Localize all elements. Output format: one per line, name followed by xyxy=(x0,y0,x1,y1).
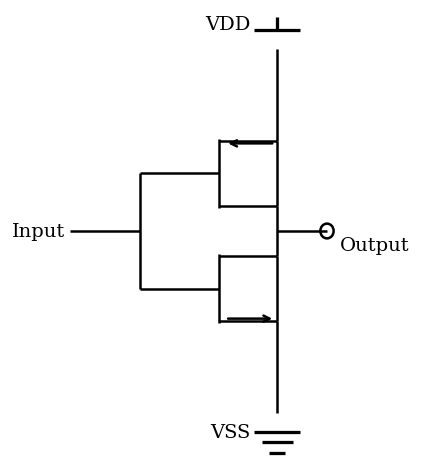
Text: VSS: VSS xyxy=(210,423,250,441)
Text: Output: Output xyxy=(339,236,409,254)
Text: VDD: VDD xyxy=(205,16,250,34)
Text: Input: Input xyxy=(12,223,65,240)
